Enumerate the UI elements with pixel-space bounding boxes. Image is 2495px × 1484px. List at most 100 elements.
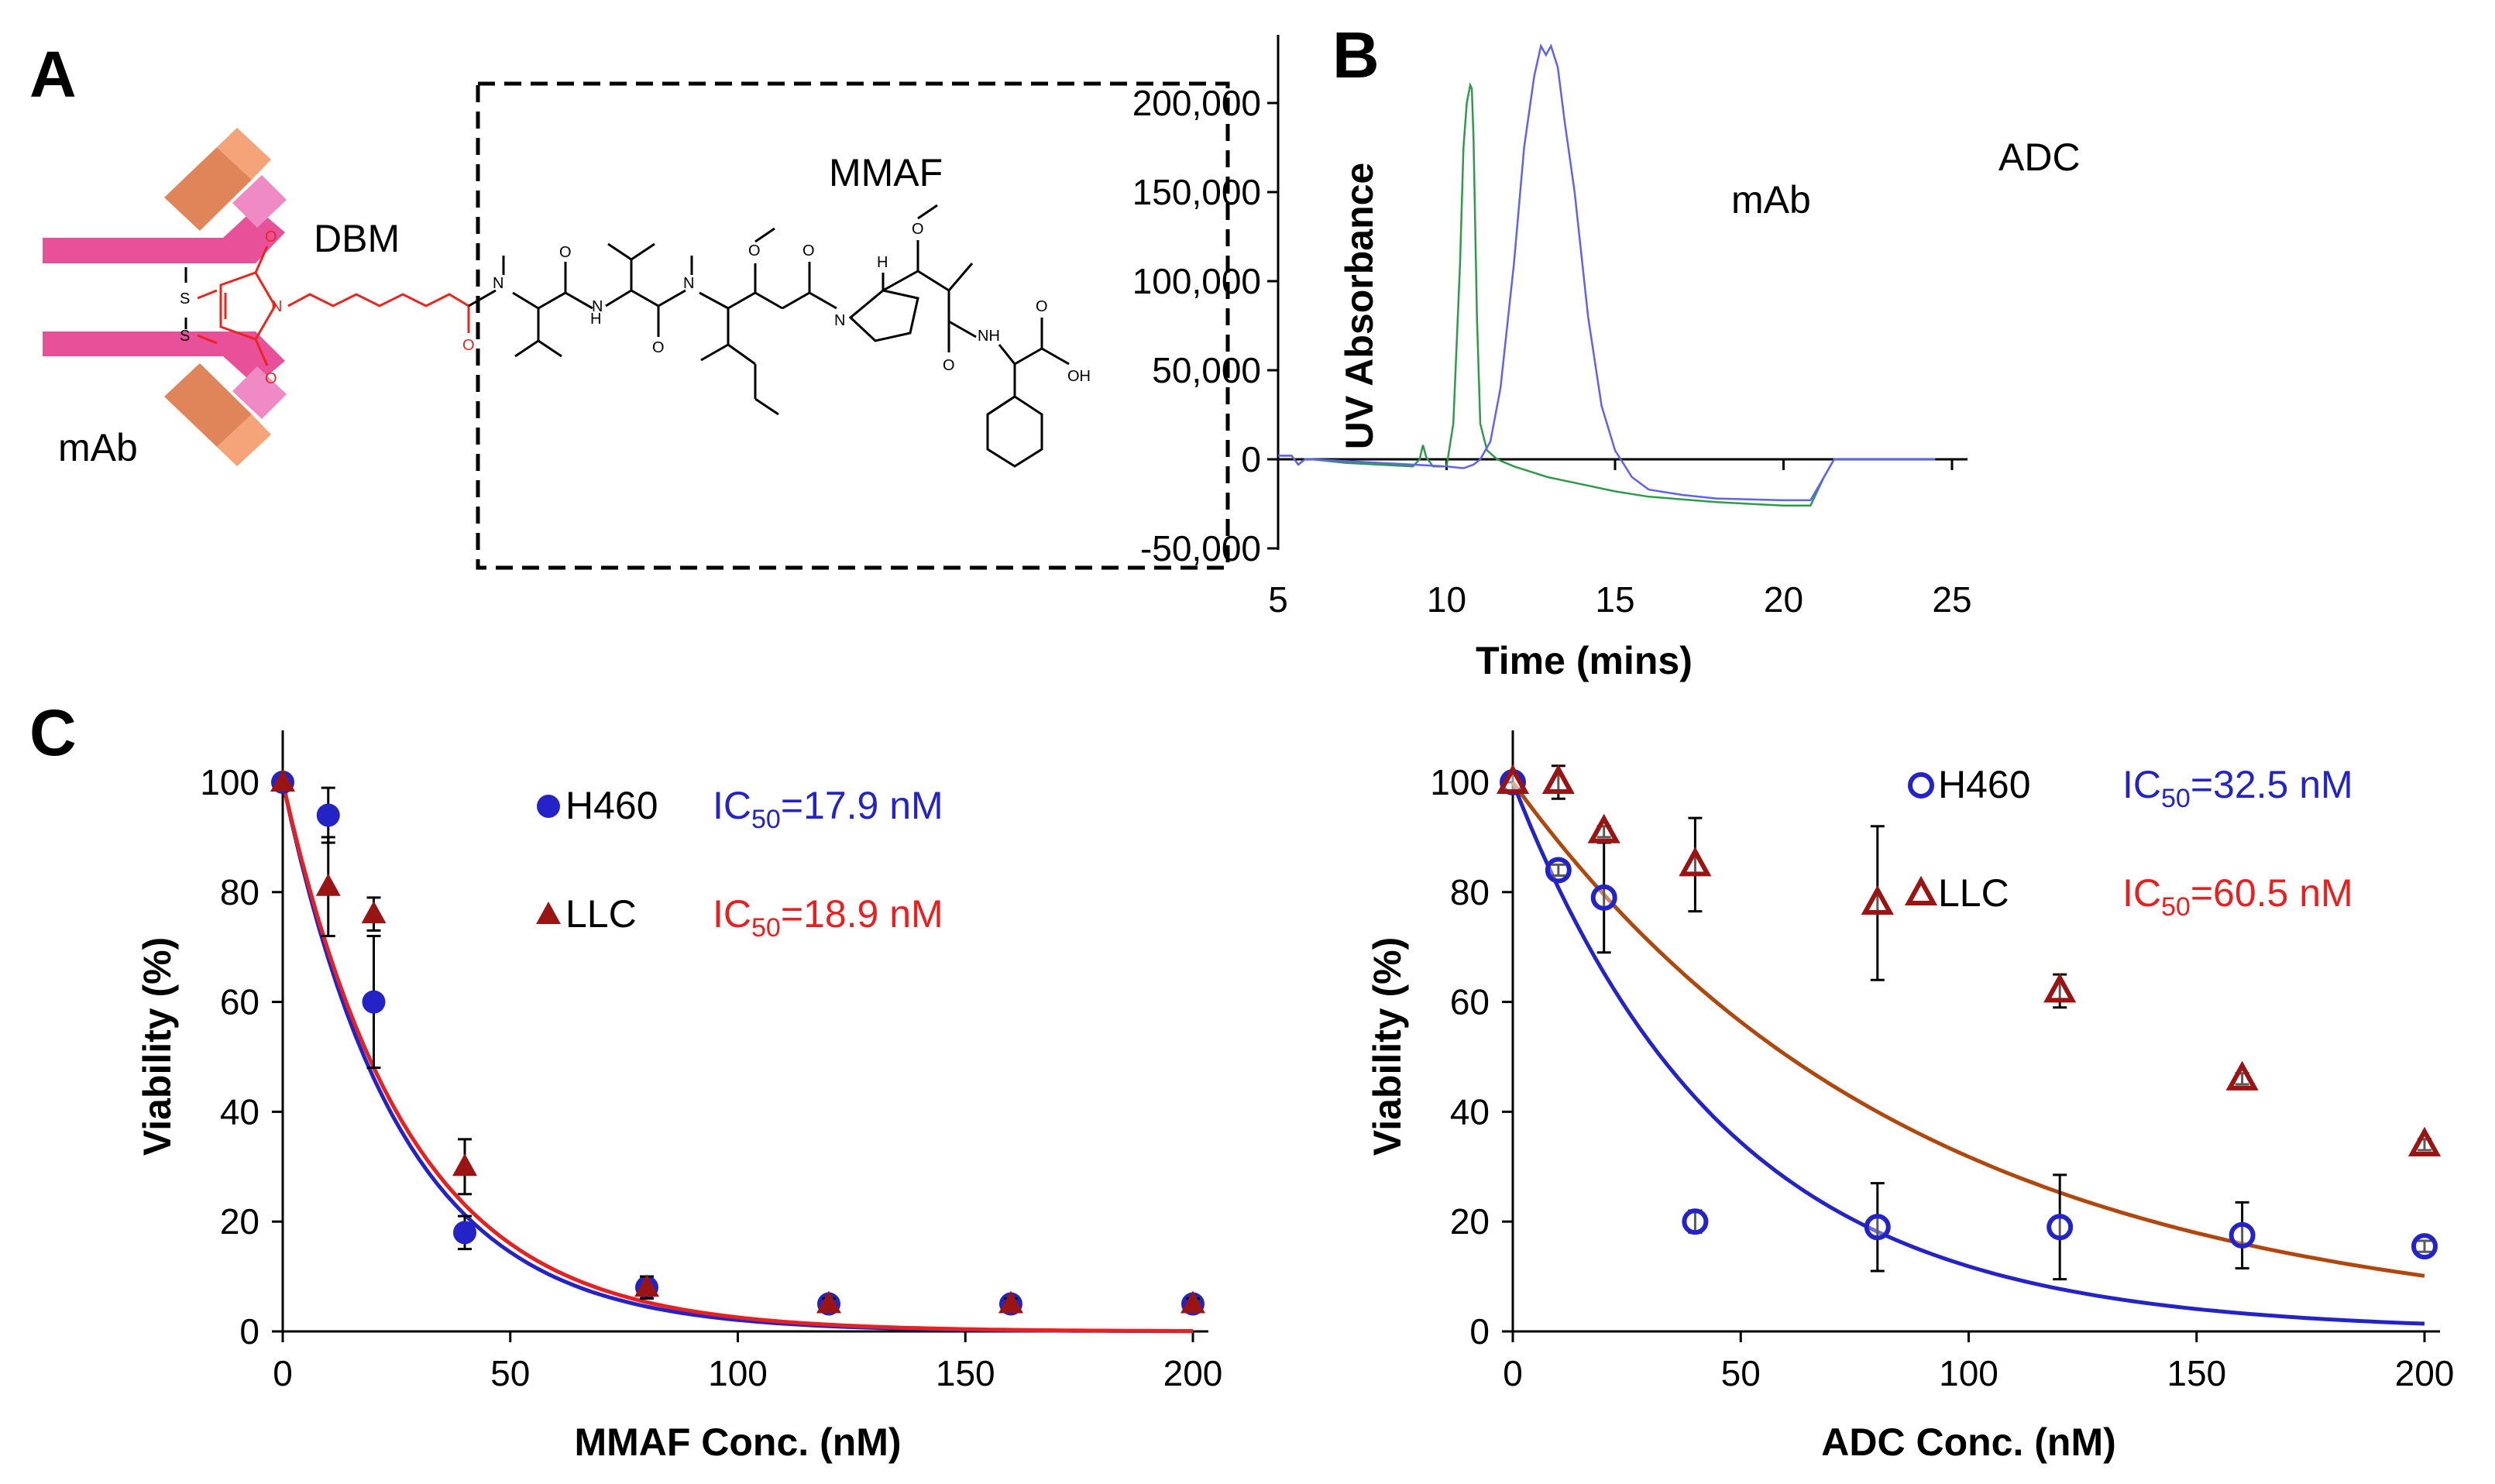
data-point-llc [634,1274,659,1297]
data-point-llc [2043,973,2077,1003]
oxygen-atom: O [265,228,277,246]
panel-letter-c: C [29,696,77,769]
x-tick-label: 100 [708,1353,768,1393]
data-point-h460 [362,990,386,1014]
chromatogram-chart: -50,000 0 50,000 100,000 150,000 200,000 5 10 15… [1132,35,2081,682]
sulfur-atom: S [180,290,190,307]
oxygen-atom: O [912,221,924,238]
data-point-h460 [1545,857,1572,884]
data-point-llc [2225,1060,2259,1091]
y-tick-label: 60 [220,982,259,1022]
maleimide-ring [219,271,277,341]
amide-nh: H [590,311,601,328]
y-tick-label: -50,000 [1140,528,1261,569]
x-tick-label: 50 [1721,1353,1761,1393]
x-tick-label: 5 [1268,579,1288,620]
oxygen-atom: O [802,242,815,259]
oxygen-atom: O [652,339,665,356]
data-point-llc [361,901,387,924]
y-tick-label: 0 [239,1311,259,1352]
data-point-llc [1587,813,1620,843]
legend-label-h460: H460 [565,784,658,827]
y-tick-label: 100,000 [1132,261,1261,301]
ic50-label-h460: IC50=32.5 nM [2122,763,2353,813]
x-axis-title: ADC Conc. (nM) [1821,1420,2116,1464]
x-tick-label: 15 [1595,579,1634,620]
data-point-llc [1180,1290,1205,1314]
nitrogen-atom: N [271,298,282,315]
legend-marker-llc [1904,875,1938,905]
legend-marker-h460 [537,795,560,818]
fit-curve-h460 [1510,782,2425,1326]
y-tick-label: 80 [1450,872,1490,912]
data-point-llc [816,1290,841,1314]
oxygen-atom: O [462,337,475,354]
annotation-adc: ADC [1998,136,2081,179]
annotation-mab: mAb [1731,178,1811,222]
fab-block [217,414,271,466]
adc-viability-chart: 0 20 40 60 80 100 0 50 100 150 200 ADC Conc. (nM) Vi… [1366,730,2454,1464]
dbm-linker: S S O O N O [180,228,475,387]
oxygen-atom: O [1036,298,1048,315]
mab-heavy-chain-upper [43,208,285,263]
x-tick-label: 200 [2395,1353,2455,1393]
y-tick-label: 100 [200,762,259,802]
data-point-llc [1679,847,1712,877]
x-tick-label: 25 [1932,579,1971,620]
data-point-llc [315,873,341,896]
fit-curve-llc [1510,781,2425,1278]
panel-letter-b: B [1332,19,1380,91]
x-tick-label: 150 [2167,1353,2226,1393]
mmaf-label: MMAF [829,151,943,194]
mmaf-box [476,81,1230,570]
legend-marker-llc [536,902,561,924]
x-tick-label: 0 [1503,1353,1523,1393]
pyrrolidine-ring [848,289,919,342]
phenyl-ring [986,395,1043,468]
data-point-h460 [2047,1214,2074,1241]
x-tick-label: 50 [490,1353,530,1393]
nitrogen-atom: N [592,298,603,315]
y-axis-title: Viability (%) [1366,937,1409,1156]
ic50-label-llc: IC50=18.9 nM [713,892,943,943]
data-point-llc [452,1153,477,1177]
data-point-llc [1541,764,1575,794]
x-axis-title: Time (mins) [1476,639,1693,682]
data-point-h460 [453,1221,476,1245]
y-tick-label: 50,000 [1152,350,1261,390]
mab-heavy-chain-lower [43,331,285,386]
fab-block [217,128,271,180]
data-point-h460 [2411,1233,2438,1260]
y-axis-title: Viability (%) [136,937,179,1156]
hexyl-chain [287,293,469,307]
oxygen-atom: O [943,357,955,374]
hydrogen-atom: H [877,254,888,271]
data-point-llc [2407,1126,2442,1156]
x-tick-label: 0 [273,1353,293,1393]
y-tick-label: 20 [1450,1201,1490,1242]
data-point-h460 [1682,1208,1709,1235]
data-point-h460 [2229,1221,2256,1249]
nitrogen-atom: N [493,275,503,292]
legend-marker-h460 [1908,772,1934,799]
x-tick-label: 20 [1764,579,1803,620]
legend-label-llc: LLC [565,892,637,936]
data-point-llc [1496,764,1530,794]
y-tick-label: 200,000 [1132,83,1261,123]
data-point-h460 [1590,884,1617,911]
y-tick-label: 0 [1469,1311,1490,1352]
fab-block [232,175,287,228]
mmaf-viability-chart: 0 20 40 60 80 100 0 50 100 150 200 MMAF Conc. (nM) V… [136,730,1222,1464]
fab-block [164,147,252,231]
mmaf-structure: N O H N O N O O N [468,204,1091,468]
legend-label-llc: LLC [1938,871,2009,915]
series-line-adc [1278,43,1936,502]
x-tick-label: 100 [1939,1353,1998,1393]
legend-label-h460: H460 [1938,763,2031,806]
y-tick-label: 40 [220,1091,259,1132]
y-tick-label: 40 [1450,1091,1490,1132]
y-tick-label: 80 [220,872,259,912]
amide-nh: NH [978,328,1000,345]
oxygen-atom: O [265,370,277,387]
series-line-mab [1278,81,1936,507]
